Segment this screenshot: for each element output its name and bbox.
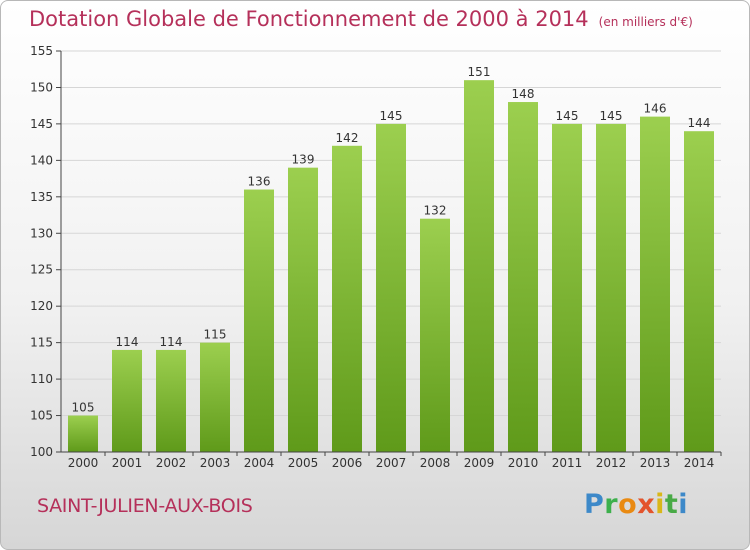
y-tick-label: 110 bbox=[30, 372, 53, 386]
labels: 100 105 110 115 120 125 130 135 140 145 150 155 105 2… bbox=[30, 44, 714, 470]
data-label: 145 bbox=[600, 109, 623, 123]
x-tick-label: 2007 bbox=[376, 456, 407, 470]
axes bbox=[56, 50, 722, 456]
logo-letter: i bbox=[678, 489, 689, 520]
data-label: 144 bbox=[688, 116, 711, 130]
bar bbox=[684, 131, 714, 452]
logo-letter: i bbox=[655, 489, 665, 520]
data-label: 105 bbox=[72, 401, 95, 415]
chart-title-text: Dotation Globale de Fonctionnement de 20… bbox=[29, 7, 589, 31]
y-tick-label: 100 bbox=[30, 445, 53, 459]
data-label: 114 bbox=[116, 335, 139, 349]
bars bbox=[68, 80, 714, 453]
logo-letter: x bbox=[637, 489, 656, 520]
commune-name: SAINT-JULIEN-AUX-BOIS bbox=[37, 495, 253, 517]
bar bbox=[464, 80, 494, 452]
y-tick-label: 155 bbox=[30, 44, 53, 58]
proxiti-logo: Proxiti bbox=[584, 489, 688, 520]
data-label: 136 bbox=[248, 175, 271, 189]
data-label: 114 bbox=[160, 335, 183, 349]
x-tick-label: 2003 bbox=[200, 456, 231, 470]
logo-letter: t bbox=[664, 489, 679, 520]
x-tick-label: 2000 bbox=[68, 456, 99, 470]
data-label: 139 bbox=[292, 153, 315, 167]
y-tick-label: 140 bbox=[30, 153, 53, 167]
bar bbox=[244, 189, 274, 452]
x-tick-label: 2002 bbox=[156, 456, 187, 470]
data-label: 115 bbox=[204, 328, 227, 342]
bar bbox=[156, 349, 186, 452]
chart-title: Dotation Globale de Fonctionnement de 20… bbox=[29, 7, 693, 31]
bar bbox=[508, 102, 538, 452]
x-tick-label: 2010 bbox=[508, 456, 539, 470]
data-label: 151 bbox=[468, 65, 491, 79]
y-tick-label: 135 bbox=[30, 190, 53, 204]
y-tick-label: 115 bbox=[30, 336, 53, 350]
chart-unit: (en milliers d'€) bbox=[598, 15, 693, 29]
bar bbox=[376, 123, 406, 452]
x-tick-label: 2005 bbox=[288, 456, 319, 470]
x-tick-label: 2012 bbox=[596, 456, 627, 470]
bar bbox=[200, 342, 230, 452]
bar bbox=[552, 123, 582, 452]
bar bbox=[596, 123, 626, 452]
logo-letter: r bbox=[604, 489, 619, 520]
bar bbox=[112, 349, 142, 452]
y-tick-label: 150 bbox=[30, 80, 53, 94]
x-tick-label: 2013 bbox=[640, 456, 671, 470]
y-tick-label: 130 bbox=[30, 226, 53, 240]
y-tick-label: 120 bbox=[30, 299, 53, 313]
y-tick-label: 105 bbox=[30, 409, 53, 423]
data-label: 145 bbox=[380, 109, 403, 123]
data-label: 145 bbox=[556, 109, 579, 123]
x-tick-label: 2008 bbox=[420, 456, 451, 470]
data-label: 142 bbox=[336, 131, 359, 145]
bar bbox=[420, 218, 450, 452]
logo-letter: o bbox=[618, 489, 638, 520]
x-tick-label: 2011 bbox=[552, 456, 583, 470]
data-label: 148 bbox=[512, 87, 535, 101]
x-tick-label: 2006 bbox=[332, 456, 363, 470]
x-tick-label: 2009 bbox=[464, 456, 495, 470]
x-tick-label: 2001 bbox=[112, 456, 143, 470]
x-tick-label: 2004 bbox=[244, 456, 275, 470]
logo-letter: P bbox=[584, 489, 605, 520]
y-tick-label: 125 bbox=[30, 263, 53, 277]
bar bbox=[332, 145, 362, 453]
y-tick-label: 145 bbox=[30, 117, 53, 131]
bar bbox=[640, 116, 670, 453]
bar bbox=[68, 415, 98, 452]
bar bbox=[288, 167, 318, 452]
data-label: 132 bbox=[424, 204, 447, 218]
data-label: 146 bbox=[644, 102, 667, 116]
x-tick-label: 2014 bbox=[684, 456, 715, 470]
